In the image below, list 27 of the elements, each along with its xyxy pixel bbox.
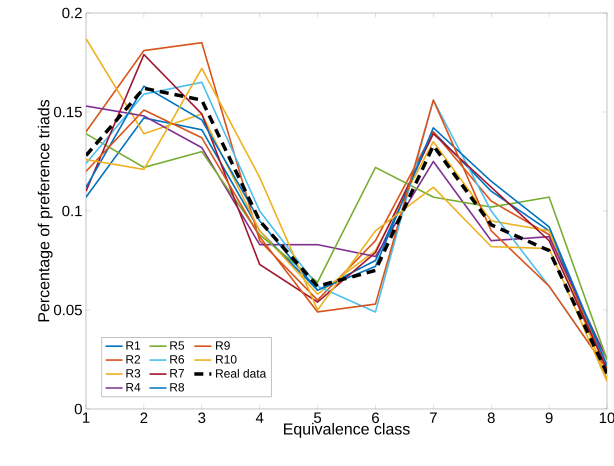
x-tick-label: 8: [488, 412, 495, 424]
x-tick-label: 2: [140, 412, 148, 423]
x-tick-label: 9: [546, 412, 553, 424]
legend-label: R9: [216, 341, 230, 350]
x-tick-label: 5: [314, 412, 322, 423]
x-tick-label: 7: [430, 412, 437, 423]
x-axis-title: Equivalence class: [284, 422, 410, 438]
legend-label: R10: [216, 355, 237, 364]
legend-label: R1: [126, 341, 140, 350]
x-tick-label: 1: [82, 412, 90, 423]
y-tick-label: 0.1: [62, 206, 82, 216]
y-tick-label: 0.15: [54, 106, 82, 118]
legend-label: R2: [126, 355, 140, 364]
legend-label: R4: [126, 383, 140, 392]
x-tick-label: 4: [256, 412, 264, 423]
legend-label: R6: [170, 355, 184, 364]
y-axis-title: Percentage of preference triads: [38, 100, 53, 322]
legend-label: Real data: [216, 368, 266, 378]
x-tick-label: 6: [372, 412, 379, 424]
y-tick-label: 0.2: [62, 8, 82, 18]
y-tick-label: 0.05: [54, 304, 82, 316]
legend-label: R5: [170, 341, 184, 350]
legend-label: R8: [170, 383, 184, 392]
legend-label: R3: [126, 369, 140, 378]
legend-label: R7: [170, 369, 184, 378]
y-tick-label: 0: [74, 404, 82, 414]
x-tick-label: 3: [198, 412, 206, 424]
